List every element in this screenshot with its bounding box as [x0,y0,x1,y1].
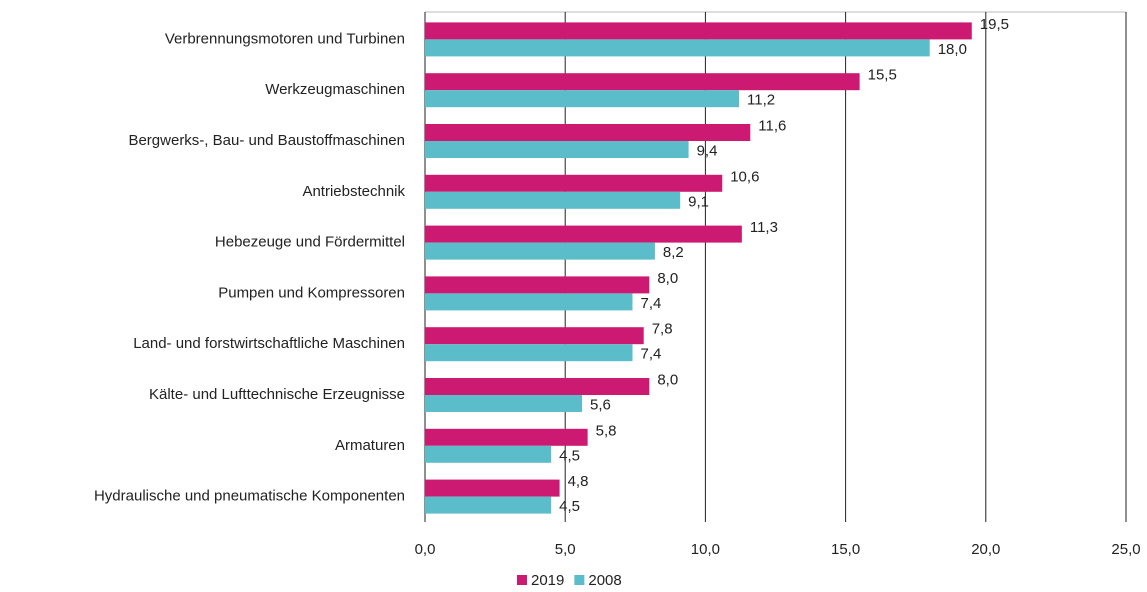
y-tick-label: Armaturen [335,437,405,454]
value-label: 7,4 [640,346,661,363]
value-label: 8,2 [663,244,684,261]
bar [425,293,633,311]
x-tick-label: 15,0 [831,541,860,558]
value-label: 11,6 [758,117,786,134]
value-label: 9,4 [697,142,718,159]
x-tick-label: 10,0 [691,541,720,558]
value-label: 18,0 [938,41,967,58]
value-label: 8,0 [657,270,678,287]
y-tick-label: Hydraulische und pneumatische Komponente… [94,488,405,505]
y-tick-label: Bergwerks-, Bau- und Baustoffmaschinen [128,132,405,149]
value-label: 5,6 [590,396,611,413]
bar [425,242,655,260]
y-tick-label: Kälte- und Lufttechnische Erzeugnisse [149,386,405,403]
value-label: 5,8 [596,422,617,439]
y-tick-label: Antriebstechnik [302,183,405,200]
bar [425,327,644,345]
bar [425,90,740,108]
x-tick-label: 0,0 [415,541,436,558]
value-label: 9,1 [688,193,709,210]
value-label: 7,4 [640,295,661,312]
bar [425,174,723,192]
bar [425,276,650,294]
bar [425,225,742,243]
value-label: 8,0 [657,371,678,388]
value-label: 10,6 [730,168,759,185]
x-tick-label: 5,0 [555,541,576,558]
value-label: 11,2 [747,92,775,109]
bar [425,496,552,514]
legend-label: 2019 [531,572,564,589]
value-label: 19,5 [980,16,1009,33]
value-label: 7,8 [652,321,673,338]
y-tick-label: Land- und forstwirtschaftliche Maschinen [133,335,405,352]
value-label: 4,5 [559,447,580,464]
bar [425,378,650,395]
bar [425,124,751,141]
value-label: 4,5 [559,498,580,515]
bar [425,479,560,497]
legend-swatch [574,575,585,585]
bar [425,428,588,446]
y-tick-label: Hebezeuge und Fördermittel [215,234,405,251]
bar [425,344,633,362]
bar [425,73,860,91]
legend-label: 2008 [588,572,621,589]
bar [425,22,972,40]
y-tick-label: Verbrennungsmotoren und Turbinen [165,30,405,47]
x-tick-label: 20,0 [971,541,1000,558]
bar [425,445,552,463]
bar [425,141,689,158]
value-label: 4,8 [568,473,589,490]
legend-swatch [517,575,527,585]
value-label: 15,5 [868,67,897,84]
bar [425,395,583,412]
value-label: 11,3 [750,219,778,236]
x-tick-label: 25,0 [1111,541,1140,558]
y-tick-label: Werkzeugmaschinen [265,81,405,98]
bar [425,39,930,57]
bar [425,191,681,209]
y-tick-label: Pumpen und Kompressoren [218,284,405,301]
